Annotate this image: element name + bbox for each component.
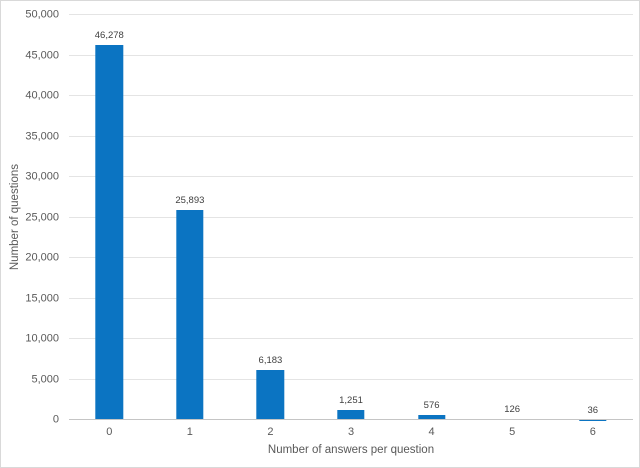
gridline [69,135,633,137]
y-axis-ticks: 0 5,000 10,000 15,000 20,000 25,000 30,000 35,0… [1,9,59,426]
bar-column-5: 126 [472,15,553,420]
bar-column-1: 25,893 [150,15,231,420]
bar-value-label: 46,278 [94,30,124,42]
y-tick-label: 40,000 [25,89,59,102]
y-tick-label: 50,000 [25,8,59,21]
y-tick-label: 35,000 [25,130,59,142]
y-tick-label: 30,000 [25,170,59,183]
bar-value-label: 576 [423,400,440,412]
bar-column-0: 46,278 [69,15,150,420]
x-tick-label: 4 [428,426,435,438]
gridline [69,257,633,258]
bar-3 [337,409,365,420]
bar-column-4: 576 [391,15,472,420]
bars: 46,278 25,893 6,183 1,251 576 126 36 [69,15,633,420]
y-tick-label: 20,000 [25,251,59,264]
bar-0 [95,45,123,420]
x-axis-ticks: 0 1 2 3 4 5 6 [69,426,633,440]
y-tick-label: 15,000 [25,292,59,304]
gridline [69,54,633,56]
bar-column-2: 6,183 [230,15,311,420]
gridline [69,95,633,96]
bar-value-label: 25,893 [175,195,205,207]
plot-area: 46,278 25,893 6,183 1,251 576 126 36 [69,14,633,420]
x-axis-title: Number of answers per question [267,444,435,456]
gridline [69,297,633,299]
x-tick-label: 3 [347,426,355,438]
x-tick-label: 6 [589,426,596,438]
gridline [69,338,633,339]
bar-column-3: 1,251 [311,15,392,420]
y-tick-label: 10,000 [25,332,59,345]
bar-2 [256,369,285,420]
bar-value-label: 1,251 [339,394,363,406]
bar-value-label: 126 [504,403,521,415]
gridline [69,176,633,177]
bar-value-label: 6,183 [258,354,283,366]
gridline [69,378,633,380]
y-tick-label: 45,000 [25,49,59,61]
bar-4 [417,415,446,420]
x-axis-line [69,419,633,420]
x-tick-label: 1 [186,426,193,438]
x-tick-label: 2 [267,426,274,438]
y-tick-label: 0 [52,413,59,426]
y-tick-label: 5,000 [31,373,59,385]
bar-column-6: 36 [552,15,633,420]
gridline [69,14,633,15]
bar-value-label: 36 [587,404,599,416]
y-tick-label: 25,000 [25,211,59,223]
bar-1 [176,210,204,420]
gridline [69,216,633,218]
gridlines [69,14,633,420]
x-tick-label: 5 [509,426,516,438]
x-tick-label: 0 [106,426,113,438]
